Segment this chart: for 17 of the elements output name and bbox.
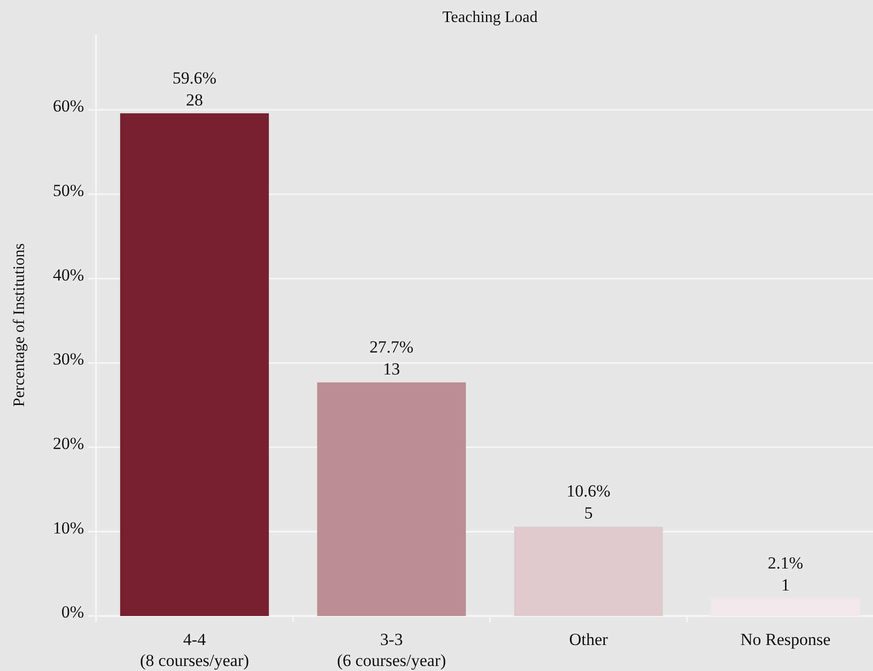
data-label: 10.6% 5 xyxy=(566,482,610,523)
data-label: 27.7% 13 xyxy=(370,337,414,378)
x-tick-label: 4-4 (8 courses/year) xyxy=(140,630,250,670)
y-tick-label: 10% xyxy=(52,518,84,538)
x-tick-label: 3-3 (6 courses/year) xyxy=(336,630,446,670)
y-tick-label: 60% xyxy=(52,96,84,116)
x-tick-label: No Response xyxy=(740,630,831,649)
data-label: 59.6% 28 xyxy=(172,68,216,110)
y-tick-label: 20% xyxy=(52,434,84,454)
y-tick-label: 40% xyxy=(52,265,84,284)
y-axis-title: Percentage of Institutions xyxy=(11,243,28,407)
x-tick-label: Other xyxy=(569,630,608,649)
y-tick-label: 50% xyxy=(52,180,84,200)
y-tick-label: 0% xyxy=(61,602,84,622)
data-label: 2.1% 1 xyxy=(768,553,804,594)
y-tick-label: 30% xyxy=(52,350,84,369)
chart-title: Teaching Load xyxy=(442,9,538,26)
